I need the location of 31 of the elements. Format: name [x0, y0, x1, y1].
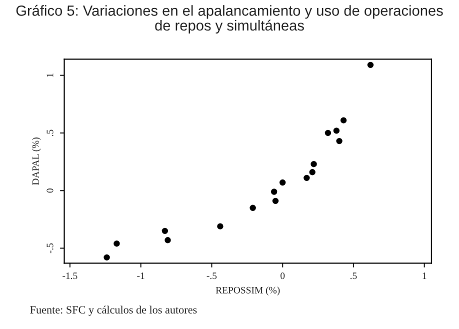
source-note: Fuente: SFC y cálculos de los autores [30, 306, 197, 316]
point [336, 138, 342, 144]
x-tick-label: 1 [422, 272, 426, 279]
point [270, 188, 278, 195]
point [279, 179, 286, 186]
x-axis-title: REPOSSIM (%) [216, 286, 280, 296]
y-axis-title: DAPAL (%) [32, 138, 41, 186]
x-tick-label: -1.5 [62, 272, 78, 280]
x-tick-label: 0 [280, 272, 285, 280]
point [310, 160, 317, 168]
point [324, 130, 332, 136]
point [162, 228, 168, 234]
y-tick-label: 0 [46, 188, 54, 193]
y-tick-label: -.5 [46, 243, 54, 254]
point [309, 169, 316, 176]
y-tick-label: .5 [46, 130, 54, 136]
point [304, 174, 310, 182]
x-tick-label: -.5 [206, 272, 217, 280]
point [367, 62, 374, 68]
point [104, 254, 110, 261]
y-tick-label: 1 [46, 74, 54, 77]
point [217, 223, 224, 230]
x-tick-label: -1 [137, 272, 144, 279]
point [250, 204, 256, 211]
point [333, 128, 340, 134]
point [340, 117, 347, 124]
x-tick-label: .5 [350, 272, 357, 280]
point [164, 237, 171, 244]
chart-title: Gráfico 5: Variaciones en el apalancamiento y uso de operaciones de repos y simultáneas [16, 4, 443, 34]
point [114, 240, 120, 247]
point [272, 198, 279, 204]
